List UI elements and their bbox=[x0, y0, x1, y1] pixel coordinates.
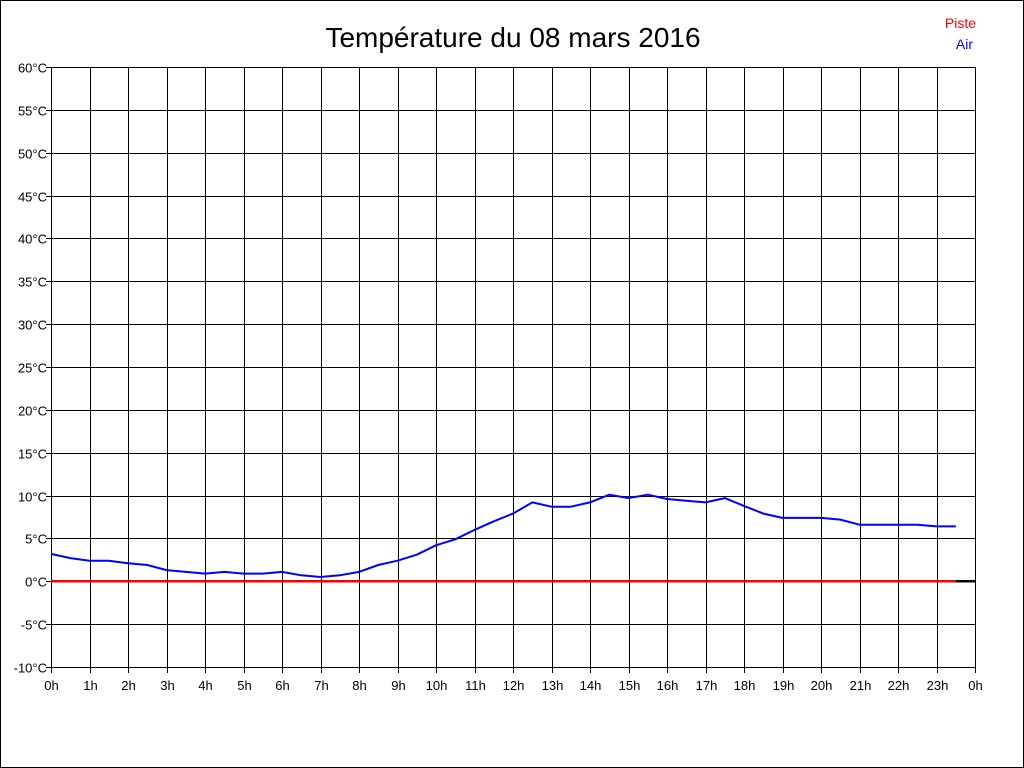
x-tick-label: 7h bbox=[314, 678, 328, 693]
y-tick-label: 35°C bbox=[18, 275, 47, 290]
legend-entry-air: Air bbox=[956, 36, 973, 52]
x-tick-label: 12h bbox=[503, 678, 525, 693]
y-tick-label: 5°C bbox=[25, 532, 47, 547]
x-tick-label: 20h bbox=[811, 678, 833, 693]
x-tick-label: 22h bbox=[888, 678, 910, 693]
y-tick-label: 60°C bbox=[18, 61, 47, 76]
x-tick-label: 2h bbox=[121, 678, 135, 693]
y-tick-label: 45°C bbox=[18, 190, 47, 205]
y-tick-label: 15°C bbox=[18, 447, 47, 462]
x-tick-label: 11h bbox=[465, 678, 486, 693]
x-tick-label: 15h bbox=[619, 678, 641, 693]
legend-entry-piste: Piste bbox=[945, 15, 976, 31]
y-tick-label: 40°C bbox=[18, 232, 47, 247]
x-tick-label: 13h bbox=[542, 678, 564, 693]
x-tick-label: 5h bbox=[237, 678, 251, 693]
y-tick-label: 0°C bbox=[25, 575, 47, 590]
y-tick-label: 55°C bbox=[18, 104, 47, 119]
x-tick-label: 4h bbox=[198, 678, 212, 693]
series-layer bbox=[50, 493, 975, 583]
x-tick-label: 6h bbox=[275, 678, 289, 693]
x-tick-label: 8h bbox=[352, 678, 366, 693]
x-tick-label: 9h bbox=[391, 678, 405, 693]
y-tick-label: -10°C bbox=[14, 661, 47, 676]
axes: 0h 1h 2h 3h 4h 5h 6h 7h 8h 9h 10h 11h 12h 13h 14h 15h 16… bbox=[14, 61, 983, 694]
x-tick-label: 16h bbox=[657, 678, 679, 693]
y-tick-label: -5°C bbox=[21, 618, 47, 633]
chart-title: Température du 08 mars 2016 bbox=[325, 22, 700, 53]
y-tick-label: 25°C bbox=[18, 361, 47, 376]
y-tick-label: 50°C bbox=[18, 147, 47, 162]
x-tick-label: 18h bbox=[734, 678, 756, 693]
x-tick-label: 21h bbox=[850, 678, 872, 693]
y-tick-label: 30°C bbox=[18, 318, 47, 333]
x-tick-label: 19h bbox=[773, 678, 795, 693]
x-tick-label: 1h bbox=[83, 678, 97, 693]
y-tick-label: 10°C bbox=[18, 490, 47, 505]
x-tick-label: 0h bbox=[968, 678, 982, 693]
x-tick-label: 17h bbox=[696, 678, 718, 693]
x-tick-label: 3h bbox=[160, 678, 174, 693]
x-tick-label: 14h bbox=[580, 678, 602, 693]
x-tick-label: 0h bbox=[44, 678, 58, 693]
x-tick-label: 23h bbox=[927, 678, 949, 693]
y-tick-label: 20°C bbox=[18, 404, 47, 419]
series-line-air bbox=[50, 493, 956, 578]
x-tick-label: 10h bbox=[426, 678, 448, 693]
